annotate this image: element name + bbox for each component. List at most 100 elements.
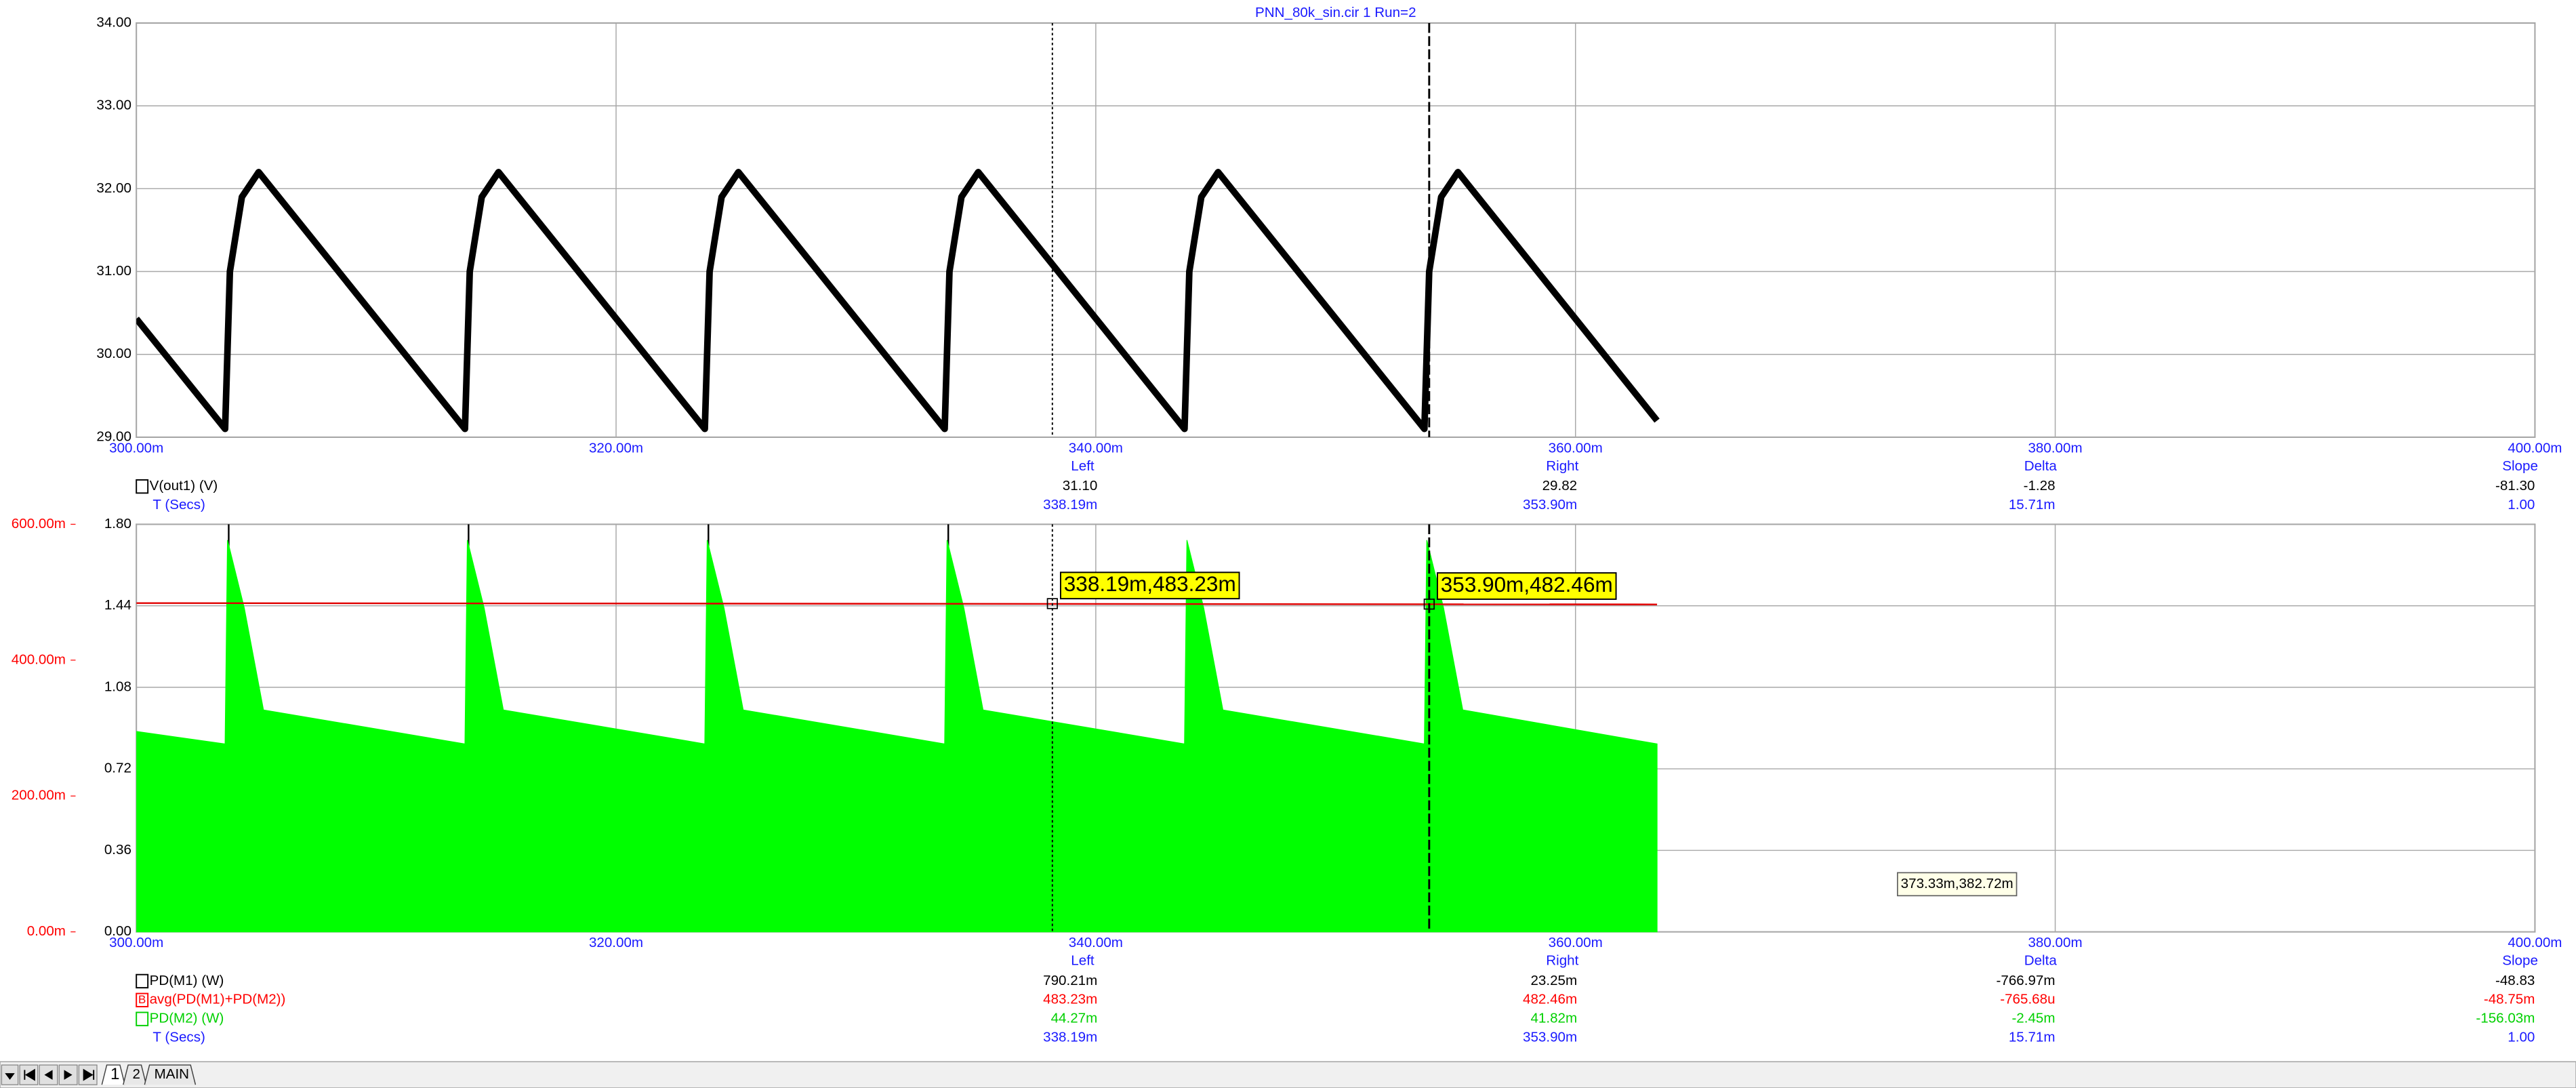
readout-value: -48.83 <box>2495 973 2535 988</box>
readout-value: 41.82m <box>1530 1011 1577 1026</box>
readout-value: 15.71m <box>2009 1029 2056 1045</box>
nav-icon <box>5 1073 15 1080</box>
y-tick-label: 1.80 <box>104 516 131 531</box>
readout-value: 790.21m <box>1043 973 1097 988</box>
x-tick-label: 400.00m <box>2508 440 2562 456</box>
readout-value: 353.90m <box>1523 497 1577 512</box>
readout-value: -48.75m <box>2484 992 2535 1007</box>
legend-box[interactable] <box>136 992 149 1007</box>
x-tick-label: 380.00m <box>2028 440 2082 456</box>
column-header: Delta <box>2024 458 2058 474</box>
readout-value: -765.68u <box>2000 992 2055 1007</box>
y-tick-label: 29.00 <box>96 428 131 444</box>
tooltip-text: 373.33m,382.72m <box>1901 876 2013 891</box>
y-tick-label: 0.72 <box>104 761 131 776</box>
y-tick-label: 34.00 <box>96 14 131 30</box>
tab-strip <box>0 1061 2576 1088</box>
readout-value: 44.27m <box>1051 1011 1098 1026</box>
column-header: Left <box>1071 953 1095 969</box>
column-header: Right <box>1546 953 1578 969</box>
x-tick-label: 360.00m <box>1549 440 1603 456</box>
readout-value: -81.30 <box>2495 478 2535 493</box>
x-tick-label: 400.00m <box>2508 935 2562 950</box>
cursor-marker <box>1423 599 1435 610</box>
y-tick-label: 33.00 <box>96 98 131 113</box>
x-tick-label: 320.00m <box>589 935 643 950</box>
y-tick-label: 30.00 <box>96 346 131 361</box>
nav-icon <box>44 1070 53 1080</box>
nav-icon <box>64 1070 73 1080</box>
tab-label[interactable]: MAIN <box>155 1066 189 1082</box>
y-tick-label: 0.36 <box>104 842 131 858</box>
series-line <box>136 169 1660 432</box>
annotation: 338.19m,483.23m <box>1064 571 1236 596</box>
series-line <box>136 602 1658 605</box>
readout-value: 338.19m <box>1043 1029 1097 1045</box>
plot: 300.00m 320.00m 340.00m 360.00m 380.00m 400.0… <box>96 14 2562 456</box>
legend-label: V(out1) (V) <box>150 478 218 493</box>
annotation-box <box>1436 572 1617 600</box>
plot-area <box>136 22 2536 438</box>
nav-icon <box>83 1068 95 1081</box>
y2-tick-label: 600.00m <box>12 516 66 531</box>
x-tick-label: 380.00m <box>2028 935 2082 950</box>
readout-value: -2.45m <box>2011 1011 2055 1026</box>
tab-label[interactable]: 2 <box>132 1066 140 1082</box>
series-area <box>136 540 1658 933</box>
legend-label: avg(PD(M1)+PD(M2)) <box>150 992 286 1007</box>
plot: 300.00m 320.00m 340.00m 360.00m 380.00m 400.0… <box>12 516 2562 950</box>
legend-box[interactable] <box>136 973 149 989</box>
column-header: Delta <box>2024 953 2058 969</box>
readout-table: Left Right Delta Slope V(out1) (V) 31.10 29.82… <box>136 458 2538 512</box>
readout-value: 1.00 <box>2508 497 2535 512</box>
x-tick-label: 340.00m <box>1069 440 1123 456</box>
legend-label: PD(M1) (W) <box>150 973 224 988</box>
readout-value: -156.03m <box>2476 1011 2535 1026</box>
cursor-marker <box>1046 598 1058 609</box>
y2-tick-label: 400.00m <box>12 651 66 667</box>
x-tick-label: 300.00m <box>109 935 163 950</box>
readout-value: 31.10 <box>1063 478 1098 493</box>
legend-box[interactable] <box>136 479 149 494</box>
readout-value: 15.71m <box>2009 497 2056 512</box>
tab[interactable] <box>101 1064 125 1085</box>
nav-icon <box>24 1068 35 1081</box>
x-tick-label: 300.00m <box>109 440 163 456</box>
tooltip: 373.33m,382.72m <box>1896 872 2018 897</box>
column-header: Right <box>1546 458 1578 474</box>
readout-value: 353.90m <box>1523 1029 1577 1045</box>
nav-button[interactable] <box>58 1064 78 1085</box>
legend-box[interactable] <box>136 1011 149 1026</box>
readout-value: 23.25m <box>1530 973 1577 988</box>
readout-table: Left Right Delta Slope PD(M1) (W) 790.21m 23.2… <box>136 953 2538 1045</box>
tab[interactable] <box>144 1064 197 1085</box>
readout-value: 1.00 <box>2508 1029 2535 1045</box>
y2-tick-label: 0.00m <box>27 923 66 939</box>
annotation: 353.90m,482.46m <box>1441 572 1613 597</box>
legend-label: PD(M2) (W) <box>150 1011 224 1026</box>
plot-title: PNN_80k_sin.cir 1 Run=2 <box>1255 5 1416 20</box>
annotation-box <box>1059 571 1240 600</box>
readout-value: 29.82 <box>1542 478 1578 493</box>
y2-tick-label: 200.00m <box>12 788 66 803</box>
readout-value: -766.97m <box>1997 973 2056 988</box>
readout-value: -1.28 <box>2024 478 2056 493</box>
readout-value: 338.19m <box>1043 497 1097 512</box>
tab[interactable] <box>123 1064 147 1085</box>
column-header: Left <box>1071 458 1095 474</box>
legend-label: T (Secs) <box>152 1029 205 1045</box>
y-tick-label: 0.00 <box>104 923 131 939</box>
tooltip-box <box>1896 872 2018 897</box>
column-header: Slope <box>2502 458 2538 474</box>
x-tick-label: 340.00m <box>1069 935 1123 950</box>
y-tick-label: 32.00 <box>96 180 131 196</box>
x-tick-label: 360.00m <box>1549 935 1603 950</box>
tab-label[interactable]: 1 <box>110 1065 119 1083</box>
y-tick-label: 1.44 <box>104 597 131 613</box>
y-tick-label: 31.00 <box>96 263 131 279</box>
y-tick-label: 1.08 <box>104 679 131 694</box>
readout-value: 483.23m <box>1043 992 1097 1007</box>
legend-label: T (Secs) <box>152 497 205 512</box>
